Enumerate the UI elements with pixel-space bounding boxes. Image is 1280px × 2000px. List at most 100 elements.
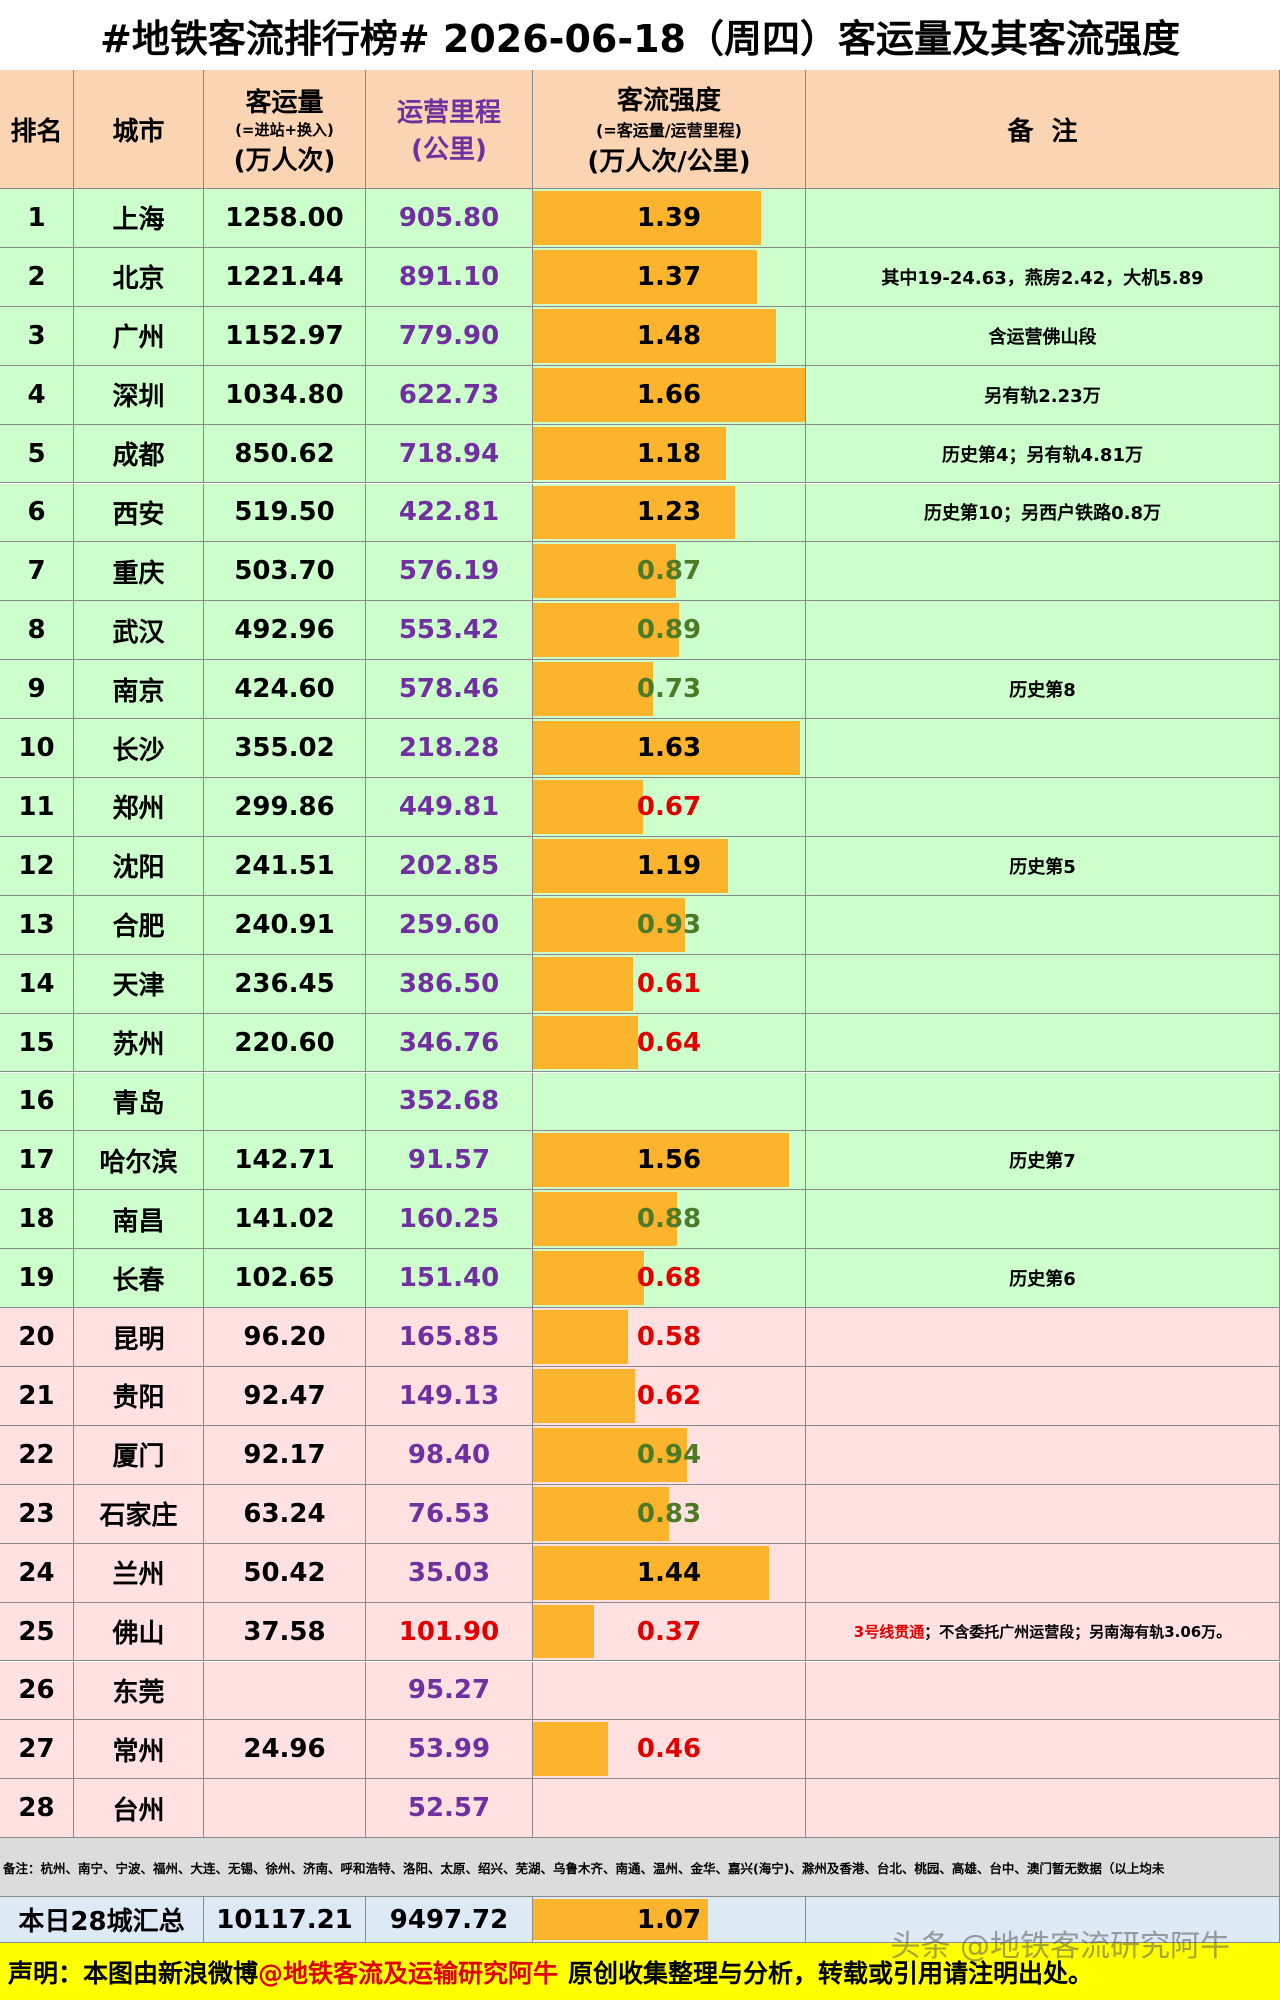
rank: 11	[18, 791, 55, 822]
summary-passenger-cell: 10117.21	[204, 1897, 366, 1944]
passenger-cell: 102.65	[204, 1249, 366, 1309]
summary-label: 本日28城汇总	[18, 1907, 185, 1938]
intensity: 0.67	[636, 791, 702, 822]
passenger: 1221.44	[225, 261, 344, 292]
intensity-bar	[533, 1722, 609, 1777]
footer-text: 声明：本图由新浪微博	[8, 1958, 259, 1988]
city: 武汉	[112, 617, 165, 648]
summary-intensity: 1.07	[636, 1904, 702, 1935]
mileage-cell: 718.94	[366, 424, 533, 484]
remark-cell: 含运营佛山段	[806, 306, 1280, 366]
rank: 27	[18, 1734, 55, 1765]
intensity-bar	[533, 1192, 678, 1247]
passenger-cell: 492.96	[204, 601, 366, 661]
intensity: 1.56	[636, 1145, 702, 1176]
mileage: 779.90	[398, 320, 500, 351]
mileage: 422.81	[398, 497, 500, 528]
city-cell: 南昌	[74, 1190, 204, 1250]
mileage: 101.90	[398, 1616, 500, 1647]
rank-cell: 6	[0, 483, 74, 543]
city-cell: 常州	[74, 1720, 204, 1780]
header-cell: 客运量 (=进站+换入) (万人次)	[204, 70, 366, 189]
rank: 6	[27, 497, 46, 528]
city: 长春	[112, 1265, 165, 1296]
mileage-cell: 905.80	[366, 189, 533, 248]
intensity-cell: 1.37	[533, 247, 806, 307]
mileage: 891.10	[398, 261, 500, 292]
passenger-cell: 1221.44	[204, 247, 366, 307]
city-cell: 长沙	[74, 719, 204, 778]
rank: 17	[18, 1145, 55, 1176]
city: 南昌	[112, 1206, 165, 1237]
passenger: 424.60	[234, 674, 335, 705]
remark-cell: 历史第4；另有轨4.81万	[806, 424, 1280, 484]
intensity: 1.48	[636, 320, 702, 351]
city-cell: 石家庄	[74, 1484, 204, 1544]
intensity-cell: 0.68	[533, 1249, 806, 1309]
remark-text: 历史第6	[1009, 1269, 1076, 1291]
city-cell: 青岛	[74, 1072, 204, 1132]
rank-cell: 8	[0, 601, 74, 661]
rank: 18	[18, 1204, 55, 1235]
mileage: 576.19	[398, 556, 500, 587]
remark-cell: 另有轨2.23万	[806, 365, 1280, 425]
city: 贵阳	[112, 1383, 165, 1414]
passenger-cell	[204, 1779, 366, 1839]
intensity-bar	[533, 1015, 638, 1070]
mileage-cell: 422.81	[366, 483, 533, 543]
remark: 历史第8	[1009, 676, 1076, 702]
city-cell: 上海	[74, 189, 204, 248]
intensity-cell: 1.19	[533, 836, 806, 896]
intensity-cell: 1.44	[533, 1543, 806, 1603]
rank: 22	[18, 1439, 55, 1470]
rank: 4	[27, 379, 46, 410]
remark-cell: 历史第10；另西户铁路0.8万	[806, 483, 1280, 543]
rank-cell: 20	[0, 1308, 74, 1367]
header-text: 备 注	[1007, 116, 1078, 147]
header-text: 排名	[10, 116, 63, 147]
intensity-cell: 0.37	[533, 1602, 806, 1662]
mileage: 149.13	[398, 1380, 500, 1411]
remark: 历史第10；另西户铁路0.8万	[924, 499, 1161, 525]
header-text: (=客运量/运营里程)	[596, 121, 742, 140]
city-cell: 厦门	[74, 1425, 204, 1485]
mileage-cell: 386.50	[366, 954, 533, 1014]
city: 苏州	[112, 1030, 165, 1061]
rank: 9	[27, 674, 46, 705]
mileage-cell: 91.57	[366, 1131, 533, 1191]
passenger: 241.51	[234, 850, 335, 881]
intensity-cell: 1.48	[533, 306, 806, 366]
passenger-cell: 236.45	[204, 954, 366, 1014]
rank-cell: 14	[0, 954, 74, 1014]
mileage: 259.60	[398, 909, 500, 940]
passenger-cell: 503.70	[204, 542, 366, 602]
city-cell: 天津	[74, 954, 204, 1014]
remark-cell	[806, 719, 1280, 778]
rank-cell: 17	[0, 1131, 74, 1191]
mileage: 718.94	[398, 438, 500, 469]
passenger: 236.45	[234, 968, 335, 999]
mileage-cell: 576.19	[366, 542, 533, 602]
rank-cell: 15	[0, 1013, 74, 1073]
intensity: 1.18	[636, 438, 702, 469]
passenger-cell: 24.96	[204, 1720, 366, 1780]
intensity-cell: 1.23	[533, 483, 806, 543]
mileage: 151.40	[398, 1263, 500, 1294]
passenger: 299.86	[234, 791, 335, 822]
city-cell: 昆明	[74, 1308, 204, 1367]
intensity: 0.94	[636, 1439, 702, 1470]
header-text: 运营里程	[396, 98, 501, 128]
intensity: 0.87	[636, 556, 702, 587]
mileage: 95.27	[407, 1675, 491, 1706]
intensity-cell: 0.64	[533, 1013, 806, 1073]
passenger: 92.17	[243, 1439, 326, 1470]
remark-text: ；不含委托广州运营段；另南海有轨3.06万。	[924, 1623, 1232, 1642]
mileage: 98.40	[407, 1439, 491, 1470]
passenger: 142.71	[234, 1145, 335, 1176]
mileage-cell: 160.25	[366, 1190, 533, 1250]
passenger-cell: 424.60	[204, 660, 366, 720]
intensity-cell: 0.58	[533, 1308, 806, 1367]
intensity-cell: 1.39	[533, 189, 806, 248]
mileage: 386.50	[398, 968, 500, 999]
city: 上海	[112, 205, 165, 236]
